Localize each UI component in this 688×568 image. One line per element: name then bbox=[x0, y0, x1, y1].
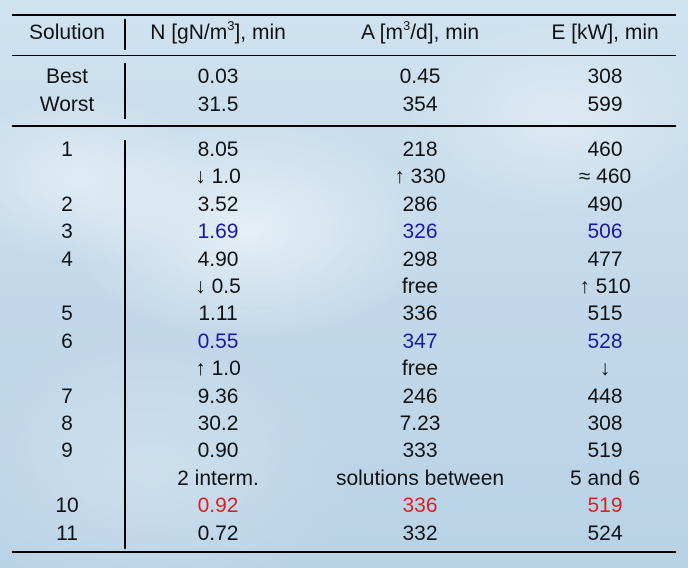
table-row-e-cell: 528 bbox=[587, 329, 623, 353]
table-row-n-cell: 0.92 bbox=[197, 494, 239, 518]
table-row-n-cell: 0.55 bbox=[197, 329, 239, 353]
table-row-label: 3 bbox=[61, 220, 73, 244]
table-row-e-cell: 448 bbox=[587, 384, 623, 408]
table-row-e-cell: 490 bbox=[587, 192, 623, 216]
header-e: E [kW], min bbox=[551, 21, 659, 44]
rows-divider bbox=[124, 140, 126, 549]
table-row-n-cell: 0.72 bbox=[197, 521, 239, 545]
table-row-a-cell: 7.23 bbox=[399, 412, 441, 435]
table-row-n-cell: ↓ 0.5 bbox=[195, 275, 241, 298]
table-row-n-cell: 4.90 bbox=[197, 247, 239, 271]
table-row-a-cell: 333 bbox=[402, 439, 438, 463]
table-row-a-cell: 286 bbox=[402, 192, 438, 216]
header-solution: Solution bbox=[29, 21, 105, 44]
table-row-e-cell: 524 bbox=[587, 521, 623, 545]
table-row-e-cell: 5 and 6 bbox=[569, 466, 641, 490]
table-row-a-cell: free bbox=[401, 357, 439, 381]
bounds-row-e-cell: 599 bbox=[587, 92, 623, 116]
header-n: N [gN/m3], min bbox=[150, 18, 286, 44]
table-row-e-cell: ↓ bbox=[599, 357, 611, 381]
table-row-label: 5 bbox=[61, 302, 73, 326]
table-row-n-cell: 0.90 bbox=[197, 439, 239, 463]
table-row-e-cell: ≈ 460 bbox=[578, 165, 632, 189]
table-row-label: 4 bbox=[61, 247, 73, 271]
table-row-a-cell: 332 bbox=[402, 521, 438, 545]
table-row-e-cell: 519 bbox=[587, 439, 623, 463]
table-row-label: 1 bbox=[61, 138, 73, 161]
table-row-n-cell: 1.69 bbox=[197, 220, 239, 244]
table-row-n-cell: 2 interm. bbox=[177, 466, 259, 490]
table-row-n-cell: 8.05 bbox=[197, 138, 239, 161]
bounds-row-a-cell: 354 bbox=[402, 92, 438, 116]
table-row-a-cell: ↑ 330 bbox=[394, 165, 446, 189]
table-row-label: 9 bbox=[61, 439, 73, 463]
bounds-row-a-cell: 0.45 bbox=[399, 65, 441, 88]
table-row-e-cell: ↑ 510 bbox=[579, 275, 631, 298]
table-row-label: 11 bbox=[56, 521, 78, 545]
table-row-a-cell: solutions between bbox=[335, 466, 505, 490]
table-row-label: 8 bbox=[61, 412, 73, 435]
table-row-a-cell: 218 bbox=[402, 138, 438, 161]
bottom-rule bbox=[12, 551, 676, 553]
bounds-row-n-cell: 31.5 bbox=[197, 92, 239, 116]
bounds-divider bbox=[124, 63, 126, 119]
table-row-label: 7 bbox=[61, 384, 73, 408]
table-row-a-cell: 326 bbox=[402, 220, 438, 244]
table-row-n-cell: 3.52 bbox=[197, 192, 239, 216]
table-row-label: 10 bbox=[55, 494, 79, 518]
table-row-a-cell: 246 bbox=[402, 384, 438, 408]
table-row-n-cell: 9.36 bbox=[197, 384, 239, 408]
table-row-e-cell: 519 bbox=[587, 494, 623, 518]
table-row-n-cell: 30.2 bbox=[197, 412, 239, 435]
header-a: A [m3/d], min bbox=[360, 18, 480, 44]
table-row-e-cell: 506 bbox=[587, 220, 623, 244]
table-row-n-cell: ↑ 1.0 bbox=[195, 357, 241, 381]
top-rule bbox=[12, 14, 676, 16]
table-row-a-cell: 336 bbox=[402, 494, 438, 518]
table-row-e-cell: 460 bbox=[587, 138, 623, 161]
bounds-rule bbox=[12, 125, 676, 127]
bounds-row-e-cell: 308 bbox=[587, 65, 623, 88]
table-row-e-cell: 308 bbox=[587, 412, 623, 435]
table-row-a-cell: 336 bbox=[402, 302, 438, 326]
table-row-a-cell: 347 bbox=[402, 329, 438, 353]
table-row-n-cell: ↓ 1.0 bbox=[195, 165, 241, 189]
table-row-e-cell: 515 bbox=[587, 302, 623, 326]
header-rule bbox=[12, 55, 676, 57]
bounds-row-label: Best bbox=[45, 65, 89, 88]
table-row-label: 2 bbox=[61, 192, 73, 216]
table-row-n-cell: 1.11 bbox=[198, 302, 238, 326]
table-row-e-cell: 477 bbox=[587, 247, 623, 271]
table-row-a-cell: 298 bbox=[402, 247, 438, 271]
header-divider bbox=[124, 19, 126, 50]
table-row-a-cell: free bbox=[401, 275, 439, 298]
bounds-row-n-cell: 0.03 bbox=[197, 65, 239, 88]
bounds-row-label: Worst bbox=[39, 92, 95, 116]
table-row-label: 6 bbox=[61, 329, 73, 353]
